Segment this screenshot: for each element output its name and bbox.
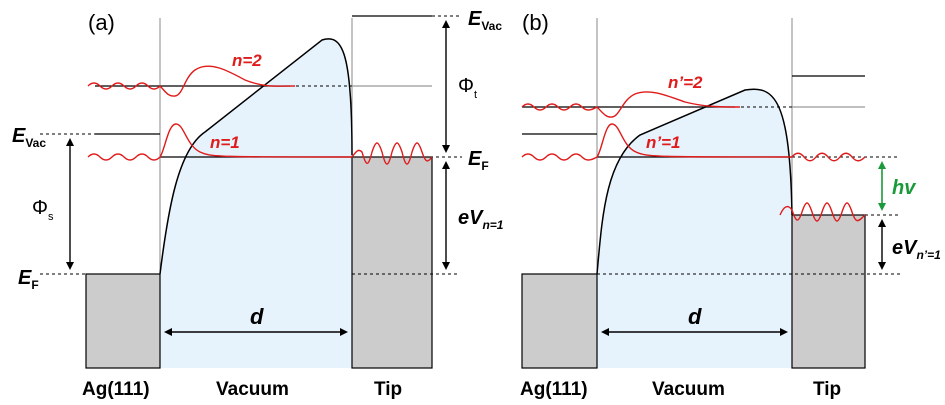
gap-label: d [688,304,702,329]
sample-vacuum-label: EVac [12,125,46,150]
n1-label: n’=1 [646,133,681,152]
n1-wavefunction [87,123,433,165]
sample-fermi-label: EF [18,267,39,292]
photon-label: hv [892,177,917,199]
tip-vacuum-label: EVac [468,8,502,33]
panel-b: (b) n’=2 n’=1 hv eVn’=1 d Ag(111) Vacuum… [520,10,941,400]
n2-wavefunction [87,65,296,97]
panel-label: (a) [88,10,115,35]
tip-state-wavefunction [779,202,866,222]
tip-region-label: Tip [813,379,841,400]
n1-wavefunction [521,123,866,162]
sample-metal-block [521,273,598,369]
potential-barrier-curve [596,88,793,275]
n2-label: n=2 [232,51,262,70]
bias-label: eVn’=1 [892,237,941,262]
sample-region-label: Ag(111) [520,379,588,400]
vacuum-barrier-fill [597,89,792,369]
tip-metal-block [351,156,433,369]
vacuum-region-label: Vacuum [216,379,289,400]
vacuum-region-label: Vacuum [652,379,725,400]
n2-label: n’=2 [668,73,703,92]
panel-a: (a) EVac EF Φs EVac EF Φt eVn=1 n=2 n=1 … [12,8,504,400]
tip-region-label: Tip [374,379,402,400]
bias-label: eVn=1 [458,207,504,232]
n2-wavefunction [521,91,741,118]
tip-metal-block [791,214,866,369]
potential-barrier-curve [159,38,353,275]
phi-s-label: Φs [32,197,54,223]
phi-t-label: Φt [458,75,477,101]
sample-region-label: Ag(111) [82,379,150,400]
panel-label: (b) [522,10,549,35]
tip-fermi-label: EF [468,148,489,173]
sample-metal-block [85,273,161,369]
vacuum-barrier-fill [160,38,352,369]
gap-label: d [250,304,264,329]
n1-label: n=1 [210,133,240,152]
